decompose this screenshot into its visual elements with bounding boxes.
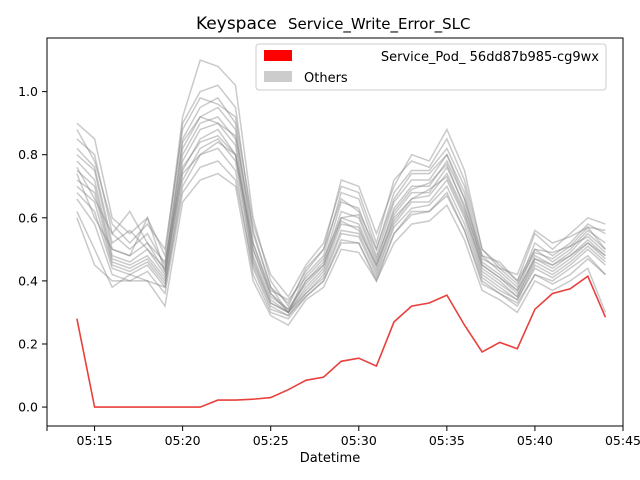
others-series-line: [76, 137, 606, 317]
y-tick-label: 0.2: [18, 336, 38, 351]
others-series-line: [76, 59, 606, 308]
y-tick-label: 1.0: [18, 84, 38, 99]
x-tick-label: 05:20: [165, 433, 201, 448]
highlight-series-line: [76, 274, 607, 408]
legend-label-others: Others: [304, 71, 348, 86]
legend-swatch-highlight: [264, 50, 292, 61]
others-series-line: [76, 128, 606, 314]
x-tick-label: 05:25: [253, 433, 289, 448]
y-axis-ticks: 0.0 0.2 0.4 0.6 0.8 1.0: [18, 84, 47, 415]
others-series-line: [76, 141, 606, 311]
x-tick-label: 05:35: [429, 433, 465, 448]
legend-label-highlight: Service_Pod_ 56dd87b985-cg9wx: [381, 50, 599, 65]
others-series-line: [76, 172, 607, 327]
others-series-line: [76, 116, 606, 305]
y-tick-label: 0.0: [18, 400, 38, 415]
y-tick-label: 0.8: [18, 147, 38, 162]
plot-area-frame: [46, 37, 624, 427]
others-series-line: [76, 134, 606, 301]
x-tick-label: 05:40: [517, 433, 553, 448]
legend-swatch-others: [264, 71, 292, 82]
others-series-line: [76, 106, 606, 311]
others-series-line: [76, 160, 606, 317]
others-series-line: [76, 84, 606, 314]
y-tick-label: 0.6: [18, 210, 38, 225]
x-axis-label: Datetime: [300, 451, 360, 466]
x-axis-ticks: 05:15 05:20 05:25 05:30 05:35 05:40 05:45: [46, 426, 640, 448]
y-tick-label: 0.4: [18, 273, 38, 288]
others-series-line: [76, 116, 606, 314]
legend-frame: [255, 43, 607, 91]
x-tick-label: 05:30: [341, 433, 377, 448]
x-tick-label: 05:45: [605, 433, 640, 448]
chart-title-main: Keyspace: [196, 14, 277, 34]
others-series-group: [76, 59, 607, 327]
others-series-line: [76, 122, 606, 314]
others-series-line: [76, 147, 606, 320]
others-series-line: [76, 96, 606, 314]
others-series-line: [76, 96, 606, 299]
x-tick-label: 05:15: [77, 433, 113, 448]
legend: Service_Pod_ 56dd87b985-cg9wx Others: [255, 43, 607, 91]
chart-title-sub: Service_Write_Error_SLC: [288, 15, 470, 34]
